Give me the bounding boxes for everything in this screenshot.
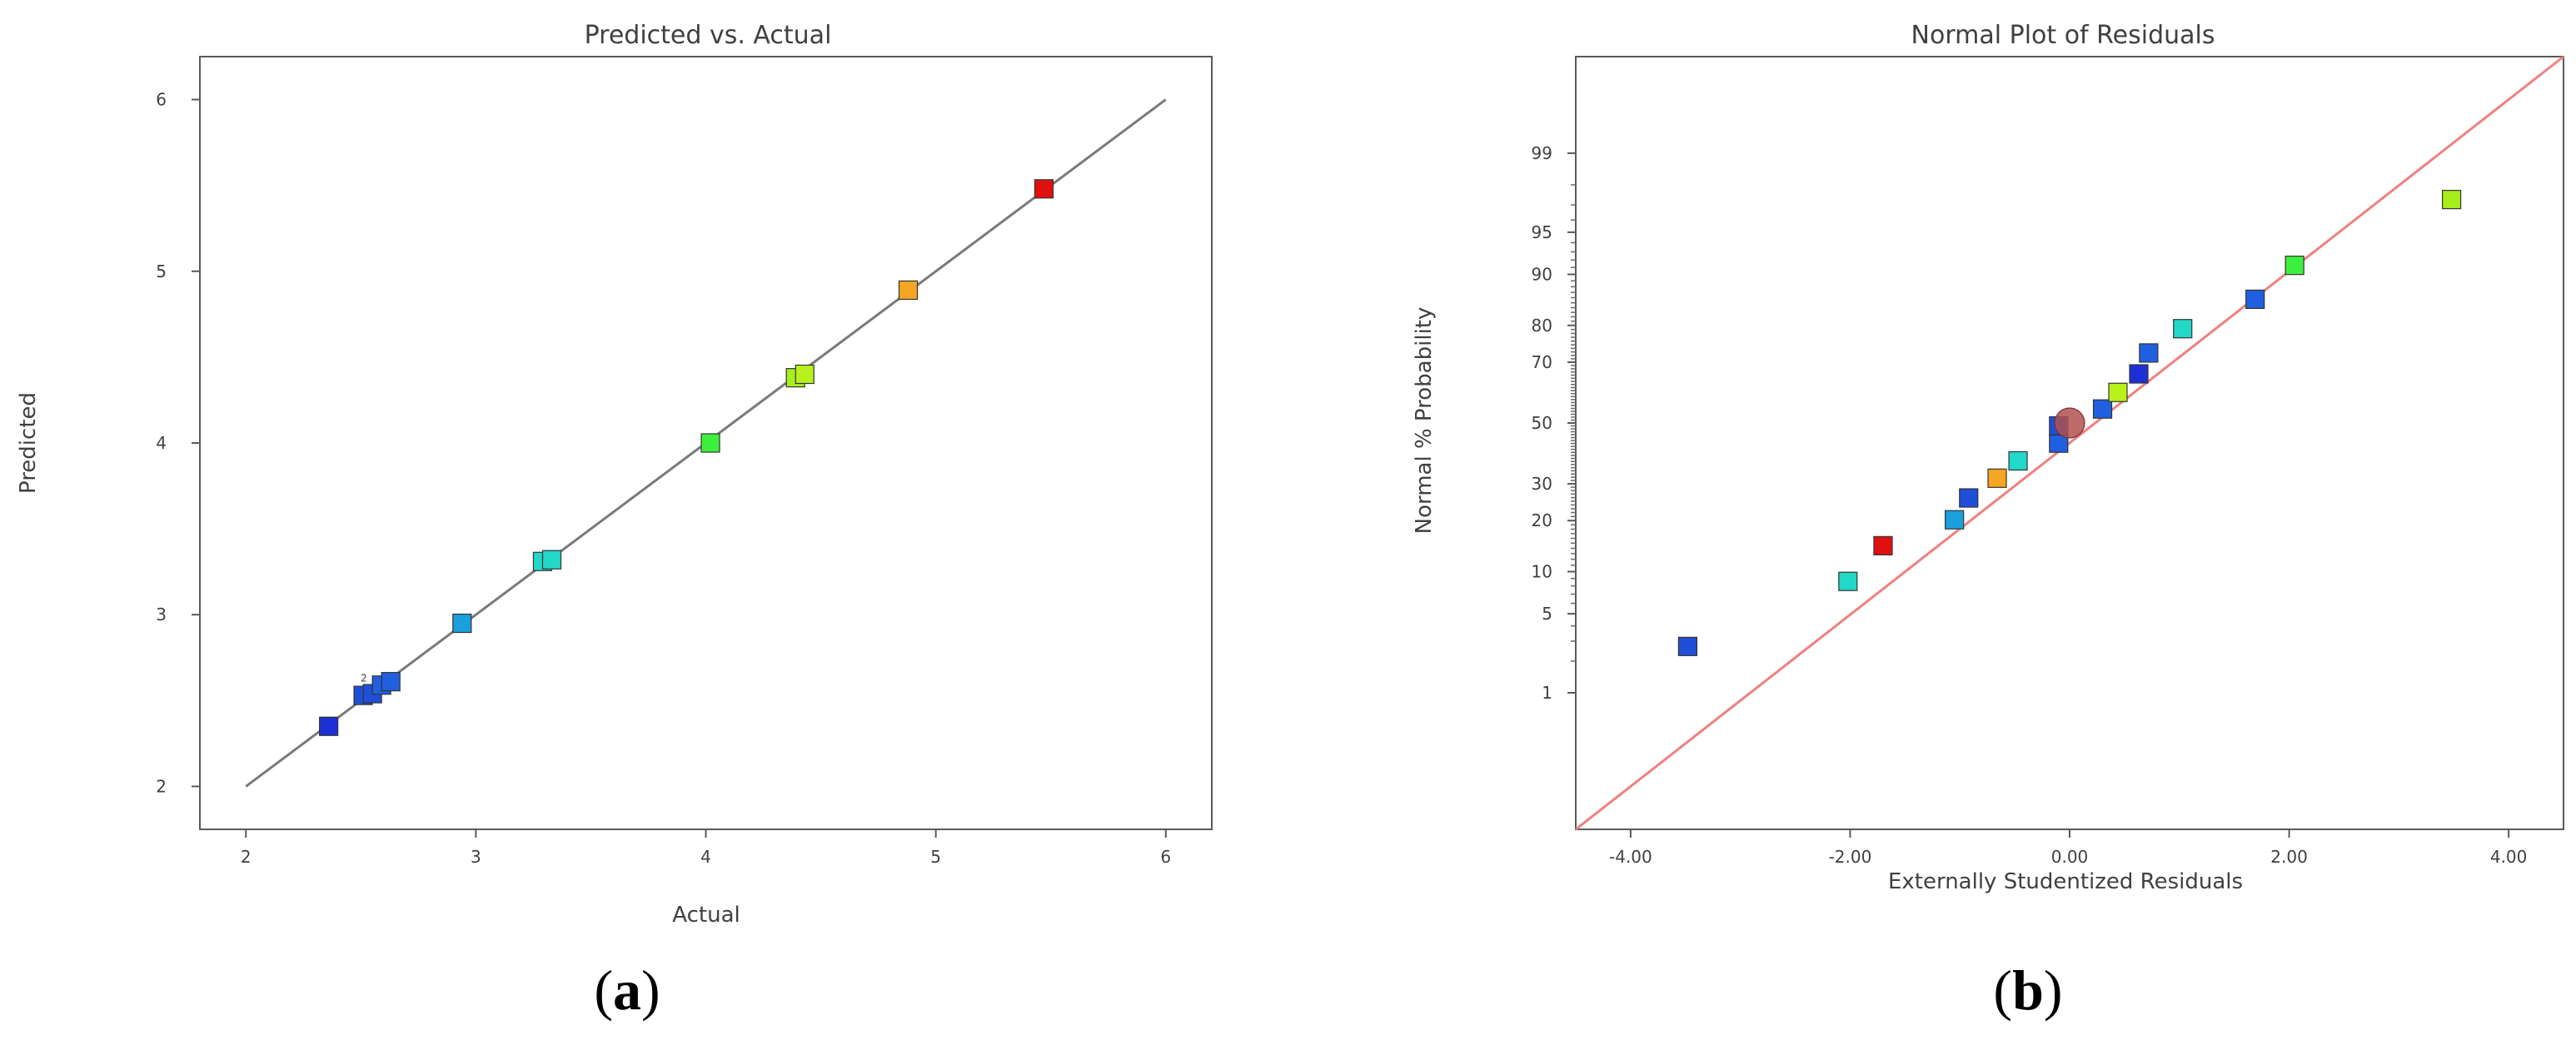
panel-b-center-marker: [2054, 407, 2085, 439]
panel-b-data-point: [2441, 190, 2462, 210]
panel-a-data-point: [319, 716, 339, 736]
panel-a-data-point: [700, 433, 720, 453]
panel-b-data-point: [2008, 450, 2028, 471]
panel-b-title: Normal Plot of Residuals: [1911, 21, 2215, 50]
panel-b-y-ticks: 1 5 10 20 30 50 70 80 90 95 99: [1532, 143, 1576, 703]
panel-b-y-tick-label: 5: [1542, 604, 1552, 624]
panel-a-x-tick-label: 3: [471, 847, 481, 867]
panel-b-data-point: [2129, 364, 2149, 384]
panel-b-x-tick-label: 2.00: [2270, 847, 2308, 867]
panel-a-data-point: [898, 280, 919, 301]
panel-a-x-ticks: 2 3 4 5 6: [241, 829, 1171, 867]
panel-b-data-point: [1959, 488, 1979, 508]
panel-b-data-point: [1987, 468, 2007, 488]
panel-b-y-tick-label: 99: [1532, 143, 1552, 163]
panel-a-data-point: [1034, 179, 1054, 199]
panel-b-x-tick-label: -2.00: [1829, 847, 1872, 867]
panel-b-y-axis-label: Normal % Probability: [1412, 307, 1437, 535]
panel-a-y-tick-label: 5: [156, 261, 167, 281]
panel-b-data-point: [1945, 510, 1965, 530]
panel-b-data-point: [2173, 319, 2193, 339]
panel-b-data-point: [2139, 343, 2159, 363]
panel-b-x-tick-label: 4.00: [2490, 847, 2528, 867]
panel-b-y-tick-label: 1: [1542, 683, 1552, 703]
panel-a-data-point: [452, 613, 472, 634]
panel-a-y-tick-label: 4: [156, 433, 167, 453]
panel-a-points: [319, 179, 1054, 736]
panel-b-y-tick-label: 70: [1532, 352, 1552, 372]
panel-a-y-tick-label: 2: [156, 776, 167, 796]
panel-a-y-tick-label: 6: [156, 90, 167, 110]
panel-b-x-ticks: -4.00 -2.00 0.00 2.00 4.00: [1609, 829, 2527, 867]
panel-b-normal-plot: Normal Plot of Residuals -4.00 -2.00 0.00 2…: [1412, 21, 2564, 1022]
panel-a-x-tick-label: 5: [930, 847, 941, 867]
panel-a-x-tick-label: 4: [700, 847, 711, 867]
panel-a-y-tick-label: 3: [156, 605, 167, 625]
panel-a-data-point: [381, 672, 401, 692]
panel-a-data-point: [541, 550, 562, 570]
panel-b-data-point: [2285, 256, 2304, 276]
panel-a-predicted-vs-actual: Predicted vs. Actual 2 3 4 5 6 2 3 4 5 6 2 Actua…: [16, 21, 1213, 1022]
panel-b-reference-line: [1575, 55, 2564, 831]
panel-a-y-axis-label: Predicted: [16, 392, 41, 494]
panel-b-data-point: [2108, 382, 2128, 402]
panel-b-data-point: [1677, 636, 1698, 656]
panel-b-label: (b): [1993, 958, 2062, 1022]
panel-a-x-tick-label: 6: [1160, 847, 1171, 867]
panel-b-y-tick-label: 95: [1532, 222, 1552, 242]
panel-b-y-tick-label: 90: [1532, 265, 1552, 285]
panel-a-y-ticks: 2 3 4 5 6: [156, 90, 200, 796]
panel-b-y-tick-label: 30: [1532, 474, 1552, 494]
panel-a-data-point: [795, 364, 815, 385]
panel-b-points: [1677, 190, 2462, 656]
panel-b-y-tick-label: 50: [1532, 413, 1552, 433]
panel-b-y-minor-ticks: [1571, 184, 1576, 662]
panel-a-annotation: 2: [361, 673, 367, 684]
panel-b-data-point: [1873, 535, 1893, 555]
panel-a-title: Predicted vs. Actual: [585, 21, 832, 50]
panel-b-y-tick-label: 20: [1532, 510, 1552, 530]
panel-a-label: (a): [594, 958, 660, 1022]
panel-b-data-point: [2092, 399, 2113, 419]
panel-b-x-tick-label: -4.00: [1609, 847, 1652, 867]
panel-b-y-tick-label: 80: [1532, 316, 1552, 336]
panel-b-data-point: [1838, 571, 1858, 591]
panel-a-x-tick-label: 2: [241, 847, 252, 867]
panel-b-x-axis-label: Externally Studentized Residuals: [1888, 869, 2243, 894]
panel-b-data-point: [2245, 289, 2265, 310]
panel-b-x-tick-label: 0.00: [2051, 847, 2089, 867]
panel-b-y-tick-label: 10: [1532, 561, 1552, 581]
panel-a-x-axis-label: Actual: [672, 903, 740, 928]
